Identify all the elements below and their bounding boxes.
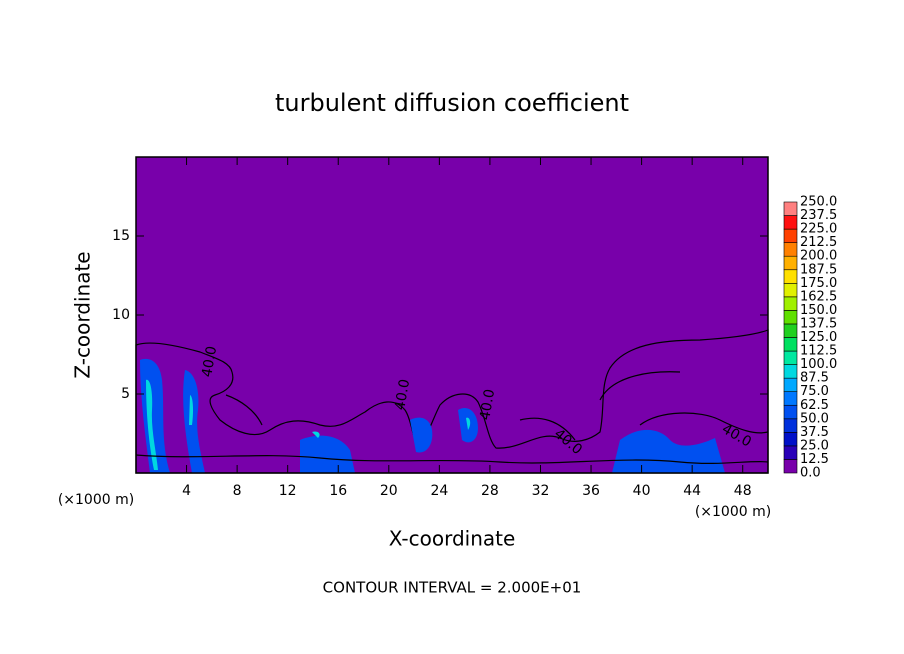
colorbar-band bbox=[783, 310, 798, 325]
colorbar-label: 162.5 bbox=[800, 289, 837, 304]
colorbar-band bbox=[783, 228, 798, 243]
colorbar-label: 200.0 bbox=[800, 249, 837, 264]
contour-label: 40.0 bbox=[199, 345, 220, 378]
y-tick-label: 15 bbox=[112, 228, 130, 244]
x-tick-label: 36 bbox=[582, 483, 600, 499]
colorbar-band bbox=[783, 323, 798, 338]
colorbar-label: 87.5 bbox=[800, 371, 829, 386]
colorbar-label: 0.0 bbox=[800, 466, 821, 481]
x-axis-label: X-coordinate bbox=[389, 527, 516, 551]
colorbar-label: 12.5 bbox=[800, 452, 829, 467]
y-unit: (×1000 m) bbox=[58, 492, 134, 508]
x-tick-label: 20 bbox=[380, 483, 398, 499]
contour-label: 40.0 bbox=[392, 378, 413, 411]
colorbar-band bbox=[783, 350, 798, 365]
colorbar-label: 125.0 bbox=[800, 330, 837, 345]
x-tick-label: 40 bbox=[633, 483, 651, 499]
x-tick-label: 32 bbox=[532, 483, 550, 499]
colorbar-band bbox=[783, 432, 798, 447]
x-tick-label: 48 bbox=[734, 483, 752, 499]
colorbar-band bbox=[783, 445, 798, 460]
x-tick-label: 4 bbox=[182, 483, 191, 499]
colorbar-band bbox=[783, 269, 798, 284]
colorbar-label: 112.5 bbox=[800, 344, 837, 359]
footer: CONTOUR INTERVAL = 2.000E+01 bbox=[323, 579, 582, 597]
colorbar-label: 175.0 bbox=[800, 276, 837, 291]
colorbar-band bbox=[783, 242, 798, 257]
colorbar-band bbox=[783, 391, 798, 406]
colorbar-label: 62.5 bbox=[800, 398, 829, 413]
x-tick-label: 12 bbox=[279, 483, 297, 499]
colorbar-label: 150.0 bbox=[800, 303, 837, 318]
x-tick-label: 44 bbox=[683, 483, 701, 499]
x-unit: (×1000 m) bbox=[695, 504, 771, 520]
colorbar-label: 100.0 bbox=[800, 357, 837, 372]
x-tick-label: 16 bbox=[329, 483, 347, 499]
x-tick-label: 8 bbox=[233, 483, 242, 499]
colorbar-band bbox=[783, 215, 798, 230]
colorbar-band bbox=[783, 201, 798, 216]
colorbar-label: 137.5 bbox=[800, 316, 837, 331]
field-background bbox=[136, 157, 768, 473]
field: 40.0 40.0 40.0 40.0 40.0 bbox=[135, 156, 769, 474]
colorbar-label: 187.5 bbox=[800, 262, 837, 277]
field-region bbox=[140, 358, 725, 473]
colorbar-band bbox=[783, 364, 798, 379]
y-tick-label: 10 bbox=[112, 307, 130, 323]
colorbar-band bbox=[783, 459, 798, 474]
colorbar-label: 212.5 bbox=[800, 235, 837, 250]
contour-line bbox=[135, 371, 769, 464]
chart-title: turbulent diffusion coefficient bbox=[275, 89, 629, 117]
colorbar-label: 75.0 bbox=[800, 384, 829, 399]
colorbar-label: 225.0 bbox=[800, 222, 837, 237]
colorbar-band bbox=[783, 255, 798, 271]
colorbar-band bbox=[783, 282, 798, 298]
y-axis-label: Z-coordinate bbox=[71, 251, 95, 378]
colorbar-band bbox=[783, 337, 798, 352]
colorbar-band bbox=[783, 296, 798, 311]
colorbar-label: 50.0 bbox=[800, 411, 829, 426]
colorbar-label: 25.0 bbox=[800, 438, 829, 453]
contour-label: 40.0 bbox=[477, 388, 498, 421]
colorbar-label: 37.5 bbox=[800, 425, 829, 440]
x-tick-label: 24 bbox=[430, 483, 448, 499]
x-tick-label: 28 bbox=[481, 483, 499, 499]
colorbar-band bbox=[783, 404, 798, 420]
colorbar-label: 237.5 bbox=[800, 208, 837, 223]
y-tick-label: 5 bbox=[121, 386, 130, 402]
colorbar-label: 250.0 bbox=[800, 195, 837, 210]
colorbar-band bbox=[783, 418, 798, 433]
colorbar-band bbox=[783, 377, 798, 392]
